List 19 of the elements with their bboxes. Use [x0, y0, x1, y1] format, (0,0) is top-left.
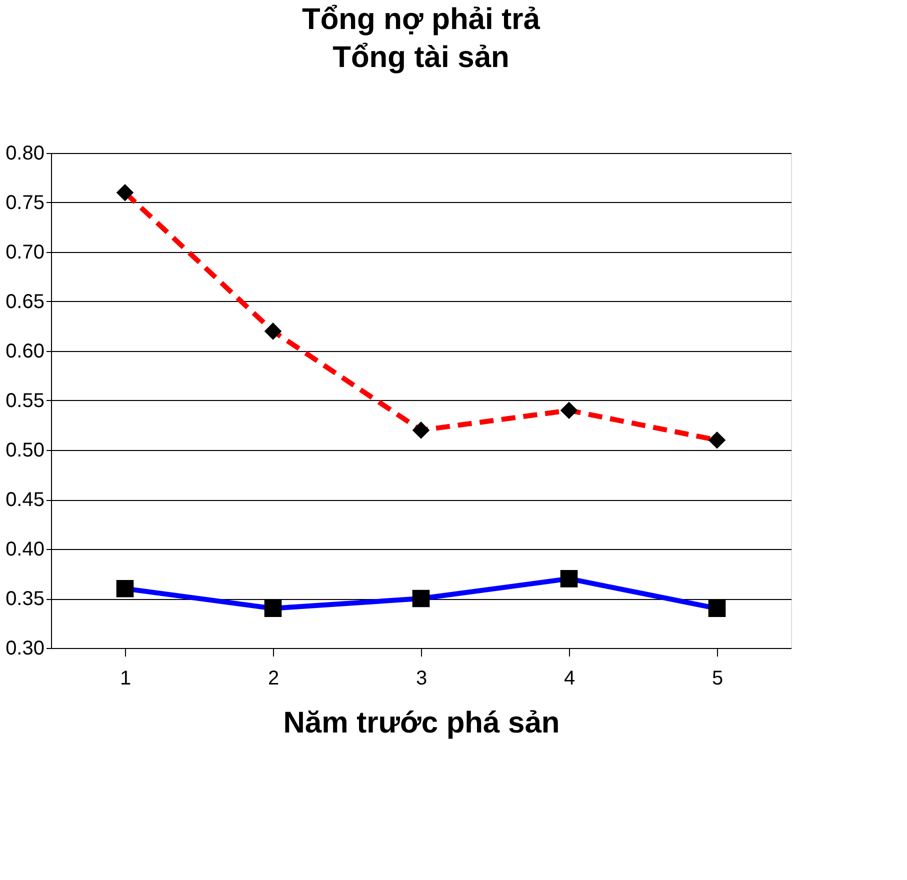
y-tick-label: 0.60: [6, 340, 44, 362]
chart-title: Tổng nợ phải trả: [302, 3, 540, 36]
y-tick-label: 0.40: [6, 538, 44, 560]
x-tick-label: 2: [268, 668, 280, 690]
y-tick-label: 0.45: [6, 489, 44, 511]
y-tick-label: 0.75: [6, 192, 44, 214]
y-tick-label: 0.50: [6, 440, 44, 462]
chart-subtitle: Tổng tài sản: [332, 41, 510, 74]
y-tick-label: 0.80: [6, 142, 44, 164]
y-tick-label: 0.35: [6, 588, 44, 610]
x-tick-label: 3: [416, 668, 428, 690]
y-tick-label: 0.70: [6, 242, 44, 264]
y-tick-label: 0.65: [6, 291, 44, 313]
x-tick-label: 1: [120, 668, 132, 690]
y-tick-label: 0.30: [6, 638, 44, 660]
x-tick-label: 4: [564, 668, 576, 690]
x-axis-title: Năm trước phá sản: [283, 706, 560, 740]
x-tick-label: 5: [712, 668, 724, 690]
y-tick-label: 0.55: [6, 390, 44, 412]
